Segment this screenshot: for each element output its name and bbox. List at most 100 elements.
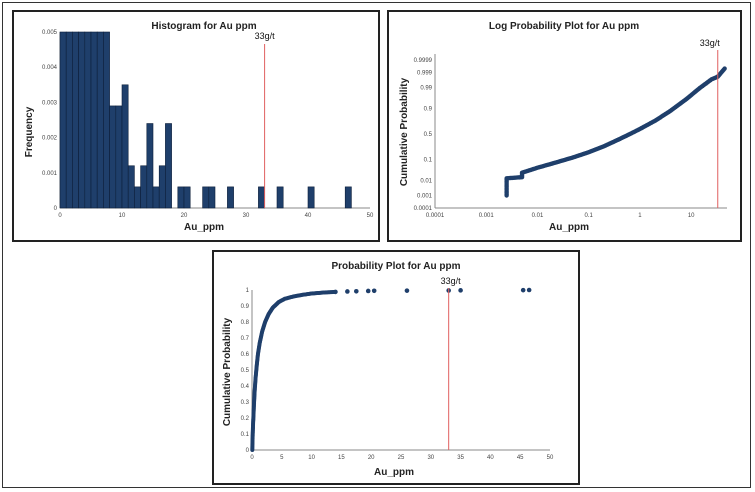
y-tick-label: 0.1 [241, 432, 250, 438]
y-tick-label: 0.4 [241, 384, 250, 390]
y-tick-label: 0.99 [420, 86, 432, 92]
histogram-bar [146, 123, 154, 209]
y-tick-label: 0.5 [241, 368, 250, 374]
y-tick-label: 0.001 [417, 193, 433, 199]
x-tick-label: 10 [688, 213, 695, 219]
x-tick-label: 0.001 [479, 213, 495, 219]
histogram-bar [121, 84, 129, 209]
x-tick-label: 5 [280, 455, 284, 461]
log-probability-panel: Log Probability Plot for Au ppm Au_ppm C… [387, 10, 742, 242]
x-tick-label: 50 [547, 455, 554, 461]
histogram-bar [96, 31, 104, 209]
x-tick-label: 0 [250, 455, 254, 461]
histogram-bar [90, 31, 98, 209]
x-axis-label: Au_ppm [374, 467, 414, 478]
data-point [722, 66, 727, 71]
histogram-bar [307, 186, 315, 209]
log-probability-chart: Log Probability Plot for Au ppm Au_ppm C… [399, 21, 727, 233]
y-tick-label: 0.8 [241, 320, 250, 326]
y-tick-label: 0.3 [241, 400, 250, 406]
histogram-bar [258, 186, 265, 209]
data-point [520, 287, 526, 293]
y-axis-label: Frequency [24, 106, 35, 157]
histogram-bar [158, 165, 166, 209]
data-point [365, 288, 371, 294]
data-point [333, 289, 338, 295]
threshold-label: 33g/t [255, 31, 276, 41]
histogram-bar [165, 123, 172, 209]
figure-frame [2, 2, 751, 488]
y-tick-label: 0 [246, 448, 250, 454]
y-tick-label: 0.0001 [414, 206, 433, 212]
histogram-bar [103, 31, 110, 209]
x-tick-label: 15 [338, 455, 345, 461]
histogram-bar [177, 186, 185, 209]
x-tick-label: 20 [181, 213, 188, 219]
probability-panel: Probability Plot for Au ppm Au_ppm Cumul… [212, 250, 580, 485]
histogram-bar [134, 186, 141, 209]
x-tick-label: 20 [368, 455, 375, 461]
x-tick-label: 50 [367, 213, 374, 219]
histogram-bar [344, 186, 352, 209]
x-tick-label: 30 [243, 213, 250, 219]
y-tick-label: 1 [246, 288, 250, 294]
y-axis-label: Cumulative Probability [399, 77, 410, 186]
y-tick-label: 0.002 [42, 136, 58, 142]
y-tick-label: 0.9 [241, 304, 250, 310]
histogram-bar [208, 186, 216, 209]
data-point [458, 288, 463, 293]
data-point [526, 287, 532, 293]
chart-title: Histogram for Au ppm [151, 21, 256, 32]
histogram-bar [202, 186, 210, 209]
data-point [354, 288, 359, 294]
x-tick-label: 0 [58, 213, 62, 219]
histogram-bar [276, 186, 284, 209]
y-tick-label: 0 [54, 206, 58, 212]
y-tick-label: 0.5 [424, 132, 433, 138]
histogram-bar [152, 186, 160, 209]
y-tick-label: 0.9 [424, 107, 433, 113]
threshold-label: 33g/t [441, 276, 462, 286]
x-tick-label: 45 [517, 455, 524, 461]
histogram-bar [127, 165, 135, 209]
y-tick-label: 0.1 [424, 157, 433, 163]
probability-chart: Probability Plot for Au ppm Au_ppm Cumul… [222, 261, 554, 478]
histogram-chart: Histogram for Au ppm Au_ppm Frequency 00… [24, 21, 374, 233]
y-tick-label: 0.01 [420, 178, 432, 184]
data-point [404, 288, 410, 293]
y-tick-label: 0.9999 [414, 58, 433, 64]
y-tick-label: 0.999 [417, 71, 433, 77]
y-axis-label: Cumulative Probability [222, 317, 233, 426]
x-tick-label: 10 [119, 213, 126, 219]
y-tick-label: 0.7 [241, 336, 250, 342]
x-tick-label: 40 [305, 213, 312, 219]
y-tick-label: 0.005 [42, 30, 58, 36]
histogram-bar [183, 186, 191, 209]
histogram-bar [59, 31, 67, 209]
x-axis-label: Au_ppm [184, 222, 224, 233]
y-tick-label: 0.004 [42, 65, 58, 71]
y-tick-label: 0.2 [241, 416, 250, 422]
x-tick-label: 1 [638, 213, 642, 219]
y-tick-label: 0.001 [42, 171, 58, 177]
x-tick-label: 0.01 [532, 213, 544, 219]
chart-title: Probability Plot for Au ppm [331, 261, 460, 272]
histogram-bar [140, 165, 148, 209]
histogram-bar [78, 31, 86, 209]
x-tick-label: 30 [427, 455, 434, 461]
y-tick-label: 0.003 [42, 100, 58, 106]
y-tick-label: 0.6 [241, 352, 250, 358]
chart-title: Log Probability Plot for Au ppm [489, 21, 639, 32]
data-point [345, 289, 350, 294]
x-tick-label: 0.0001 [426, 213, 445, 219]
threshold-label: 33g/t [700, 38, 721, 48]
histogram-bar [227, 186, 234, 209]
histogram-bar [115, 105, 123, 209]
data-point [371, 288, 377, 294]
x-tick-label: 0.1 [585, 213, 594, 219]
histogram-bar [109, 105, 117, 209]
x-tick-label: 40 [487, 455, 494, 461]
x-tick-label: 25 [398, 455, 405, 461]
histogram-bar [84, 31, 92, 209]
